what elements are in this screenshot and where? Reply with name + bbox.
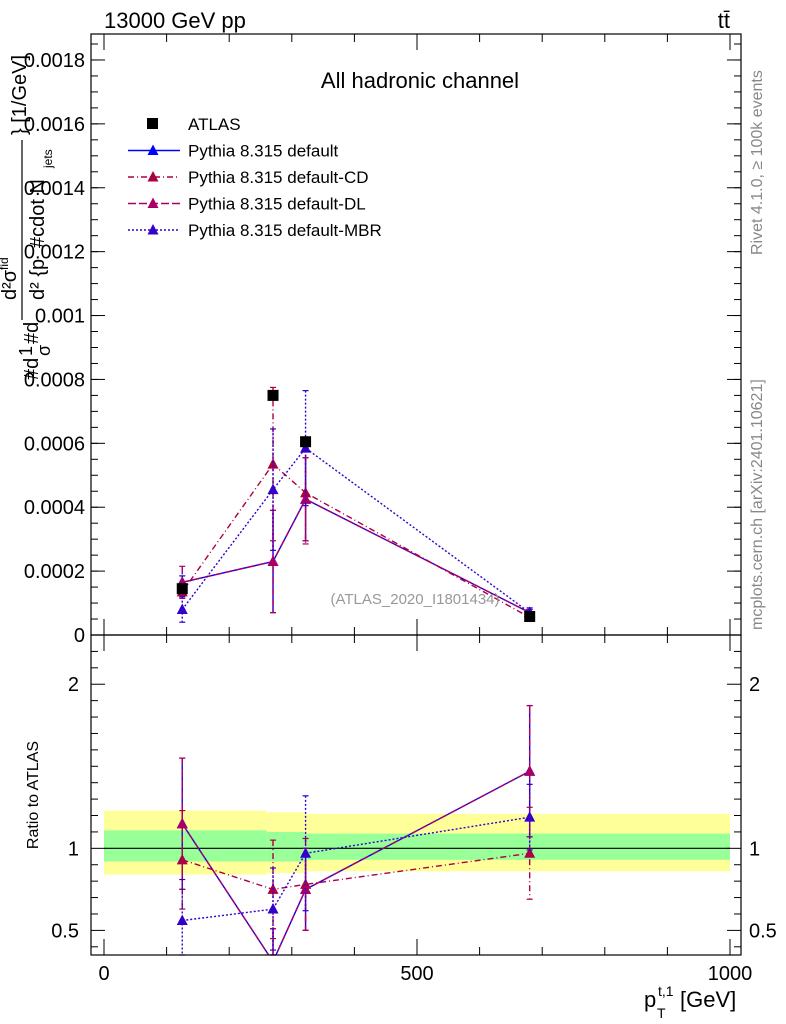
legend-marker-pythia-8-315-default — [147, 144, 159, 155]
ratio-uncertainty-bands — [104, 810, 730, 875]
ylabel-frac-bottom: σ — [34, 345, 54, 356]
main-marker-pythia-8-315-default-mbr — [300, 442, 312, 453]
ratio-marker-pythia-8-315-default-mbr — [524, 811, 536, 822]
ratio-line-pythia-8-315-default-mbr — [182, 816, 530, 922]
main-marker-pythia-8-315-default-mbr — [176, 603, 188, 614]
ratio-y-tick-label-right: 1 — [749, 838, 760, 860]
ratio-marker-pythia-8-315-default-dl — [524, 765, 536, 776]
main-data-point-atlas — [267, 389, 279, 401]
y-tick-label: 0 — [74, 625, 85, 647]
main-marker-pythia-8-315-default-mbr — [267, 483, 279, 495]
legend-marker-pythia-8-315-default-cd — [147, 171, 159, 182]
ratio-y-tick-label: 2 — [68, 674, 79, 696]
legend-label-pythia-8-315-default-dl: Pythia 8.315 default-DL — [188, 195, 366, 214]
mcplots-label: mcplots.cern.ch [arXiv:2401.10621] — [749, 379, 766, 630]
legend-marker-pythia-8-315-default-mbr — [147, 224, 159, 235]
main-data-point-atlas — [524, 610, 536, 622]
ratio-y-tick-label: 0.5 — [51, 920, 79, 942]
y-tick-label: 0.0002 — [24, 561, 85, 583]
main-line-pythia-8-315-default-mbr — [181, 447, 531, 614]
ratio-frame — [90, 634, 742, 956]
ratio-line-pythia-8-315-default-dl — [181, 770, 531, 955]
xlabel-unit: [GeV] — [680, 987, 736, 1012]
main-marker-pythia-8-315-default-dl — [267, 555, 279, 567]
main-marker-pythia-8-315-default-dl — [300, 493, 312, 504]
legend: ATLAS Pythia 8.315 default Pythia 8.315 de… — [128, 115, 382, 240]
y-tick-label: 0.001 — [35, 306, 85, 328]
ylabel-den2: #cdot N — [27, 179, 49, 248]
energy-label: 13000 GeV pp — [104, 8, 246, 33]
ylabel-unit: } [1/GeV] — [9, 55, 31, 135]
rivet-label: Rivet 4.1.0, ≥ 100k events — [749, 70, 766, 255]
ylabel-den2-sub: jets — [41, 149, 55, 169]
y-tick-label: 0.0016 — [24, 114, 85, 136]
main-marker-pythia-8-315-default-cd — [267, 458, 279, 469]
legend-label-atlas: ATLAS — [188, 115, 241, 134]
main-series-layer — [176, 386, 536, 623]
ratio-marker-pythia-8-315-default-mbr — [176, 914, 188, 926]
ylabel-sup: fid — [0, 257, 11, 270]
main-data-point-atlas — [300, 436, 312, 448]
ratio-y-tick-label: 1 — [68, 838, 79, 860]
main-ylabel: #d 1 σ #d d²σ fid d² {p #cdot N jets } [… — [0, 55, 55, 380]
y-tick-label: 0.0014 — [24, 178, 85, 200]
ylabel-d2sigma: d²σ — [0, 269, 21, 300]
main-data-point-atlas — [176, 583, 188, 595]
ratio-y-tick-label-right: 0.5 — [749, 920, 777, 942]
ratio-series-layer — [176, 704, 536, 956]
x-axis-label: p T t,1 [GeV] — [644, 983, 736, 1021]
ratio-axis-ticks: 0.5 0.5 1 1 2 2 0 500 1000 — [51, 635, 777, 985]
legend-label-pythia-8-315-default-cd: Pythia 8.315 default-CD — [188, 168, 369, 187]
ylabel-main: #d — [21, 358, 43, 380]
legend-marker-pythia-8-315-default-dl — [147, 197, 159, 208]
x-tick-label: 0 — [98, 963, 109, 985]
main-line-pythia-8-315-default-cd — [181, 463, 531, 619]
ylabel-den: d² {p — [27, 259, 49, 300]
ratio-band-green — [104, 830, 267, 862]
ratio-marker-pythia-8-315-default-mbr — [300, 847, 312, 858]
y-tick-label: 0.0006 — [24, 433, 85, 455]
legend-marker-atlas — [147, 118, 158, 129]
main-line-pythia-8-315-default-dl — [182, 498, 531, 614]
y-tick-label: 0.0018 — [24, 50, 85, 72]
ylabel-mid: #d — [21, 322, 43, 344]
ratio-ylabel: Ratio to ATLAS — [25, 741, 42, 849]
xlabel-main: p — [644, 987, 656, 1012]
ratio-marker-pythia-8-315-default-dl — [176, 817, 188, 829]
xlabel-sup: t,1 — [658, 983, 674, 999]
xlabel-sub: T — [657, 1005, 666, 1021]
main-title: All hadronic channel — [321, 68, 519, 93]
y-tick-label: 0.0008 — [24, 369, 85, 391]
x-tick-label: 1000 — [708, 963, 753, 985]
legend-label-pythia-8-315-default: Pythia 8.315 default — [188, 142, 339, 161]
x-tick-label: 500 — [400, 963, 433, 985]
y-tick-label: 0.0012 — [24, 242, 85, 264]
y-tick-label: 0.0004 — [24, 497, 85, 519]
watermark: (ATLAS_2020_I1801434) — [330, 591, 499, 608]
main-axis-ticks: 0 0.0002 0.0004 0.0006 0.0008 0.001 0.0012 0.00… — [24, 34, 741, 647]
ratio-marker-pythia-8-315-default-cd — [524, 847, 536, 858]
ylabel-frac-top: 1 — [16, 346, 36, 356]
ratio-y-tick-label-right: 2 — [749, 674, 760, 696]
ratio-marker-pythia-8-315-default-mbr — [267, 903, 279, 914]
legend-label-pythia-8-315-default-mbr: Pythia 8.315 default-MBR — [188, 221, 382, 240]
process-label: tt̄ — [718, 8, 730, 33]
